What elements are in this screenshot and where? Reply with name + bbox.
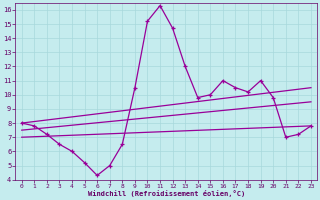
X-axis label: Windchill (Refroidissement éolien,°C): Windchill (Refroidissement éolien,°C) bbox=[88, 190, 245, 197]
